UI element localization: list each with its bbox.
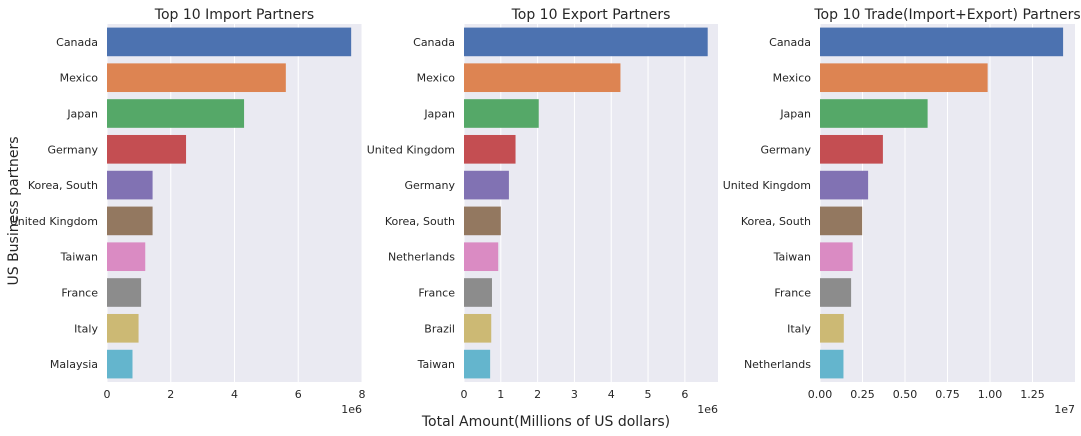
category-label: Italy — [787, 322, 811, 335]
category-label: Taiwan — [417, 358, 455, 371]
x-tick-label: 6 — [295, 388, 302, 401]
x-axis-label: Total Amount(Millions of US dollars) — [421, 414, 670, 430]
x-tick-label: 1.00 — [978, 388, 1003, 401]
x-tick-label: 4 — [231, 388, 238, 401]
category-label: Mexico — [417, 72, 456, 85]
category-label: France — [774, 287, 811, 300]
bar-japan — [107, 99, 245, 128]
x-tick-label: 0.00 — [808, 388, 833, 401]
chart-export-partners: Canada Mexico Japan United Kingdom Germany Ko… — [367, 7, 718, 416]
category-label: Germany — [760, 143, 811, 156]
x-tick-label: 6 — [681, 388, 688, 401]
category-label: Mexico — [60, 72, 99, 85]
x-tick-label: 8 — [359, 388, 366, 401]
bar-france — [107, 278, 142, 307]
category-label: Netherlands — [744, 358, 811, 371]
x-tick-label: 1 — [497, 388, 504, 401]
y-axis-label: US Business partners — [6, 136, 22, 285]
category-label: United Kingdom — [723, 179, 811, 192]
bar-france — [464, 278, 492, 307]
bar-mexico — [820, 63, 988, 93]
bar-canada — [464, 27, 708, 57]
bar-canada — [820, 27, 1064, 57]
category-label: Taiwan — [773, 251, 811, 264]
bar-italy — [107, 313, 139, 343]
chart-title: Top 10 Trade(Import+Export) Partners — [813, 7, 1080, 23]
bar-netherlands — [820, 349, 844, 379]
category-label: Canada — [769, 36, 811, 49]
category-label: Germany — [404, 179, 455, 192]
x-tick-label: 4 — [608, 388, 615, 401]
bar-mexico — [464, 63, 621, 93]
x-tick-label: 2 — [167, 388, 174, 401]
category-label: Taiwan — [60, 251, 98, 264]
category-label: Canada — [56, 36, 98, 49]
x-tick-label: 2 — [534, 388, 541, 401]
bar-germany — [820, 134, 883, 164]
x-tick-label: 0 — [104, 388, 111, 401]
x-tick-label: 3 — [571, 388, 578, 401]
bar-netherlands — [464, 242, 499, 272]
x-tick-label: 5 — [645, 388, 652, 401]
bar-japan — [820, 99, 928, 128]
x-tick-label: 0.75 — [935, 388, 960, 401]
bar-korea-south — [464, 206, 501, 236]
chart-trade-partners: Canada Mexico Japan Germany United Kingdom Ko… — [723, 7, 1081, 416]
category-label: Japan — [779, 108, 811, 121]
category-label: Brazil — [424, 322, 455, 335]
bar-taiwan — [820, 242, 853, 272]
bar-germany — [464, 170, 509, 200]
chart-import-partners: Canada Mexico Japan Germany Korea, South Unit… — [10, 7, 366, 416]
category-label: Canada — [413, 36, 455, 49]
bar-malaysia — [107, 349, 133, 379]
category-label: Korea, South — [385, 215, 455, 228]
bar-france — [820, 278, 852, 307]
chart-title: Top 10 Import Partners — [154, 7, 314, 23]
bar-united-kingdom — [107, 206, 153, 236]
x-tick-label: 0 — [461, 388, 468, 401]
category-label: France — [418, 287, 455, 300]
category-label: Netherlands — [388, 251, 455, 264]
bar-italy — [820, 313, 844, 343]
category-label: Malaysia — [50, 358, 98, 371]
category-label: Germany — [47, 143, 98, 156]
bar-united-kingdom — [464, 134, 516, 164]
x-tick-label: 1.25 — [1020, 388, 1045, 401]
x-tick-label: 0.50 — [893, 388, 918, 401]
category-label: United Kingdom — [10, 215, 98, 228]
bar-korea-south — [107, 170, 153, 200]
bar-brazil — [464, 313, 492, 343]
bar-mexico — [107, 63, 286, 93]
x-tick-label: 0.25 — [850, 388, 875, 401]
axis-offset-label: 1e7 — [1054, 403, 1075, 416]
bar-germany — [107, 134, 187, 164]
category-label: France — [61, 287, 98, 300]
category-label: Japan — [66, 108, 98, 121]
chart-title: Top 10 Export Partners — [511, 7, 671, 23]
axis-offset-label: 1e6 — [697, 403, 718, 416]
axis-offset-label: 1e6 — [341, 403, 362, 416]
category-label: Korea, South — [741, 215, 811, 228]
bar-taiwan — [107, 242, 146, 272]
category-label: Italy — [74, 322, 98, 335]
bar-korea-south — [820, 206, 863, 236]
category-label: Japan — [423, 108, 455, 121]
bar-united-kingdom — [820, 170, 869, 200]
category-label: Korea, South — [28, 179, 98, 192]
bar-japan — [464, 99, 539, 128]
category-label: Mexico — [773, 72, 812, 85]
category-label: United Kingdom — [367, 143, 455, 156]
bar-taiwan — [464, 349, 491, 379]
bar-canada — [107, 27, 352, 57]
